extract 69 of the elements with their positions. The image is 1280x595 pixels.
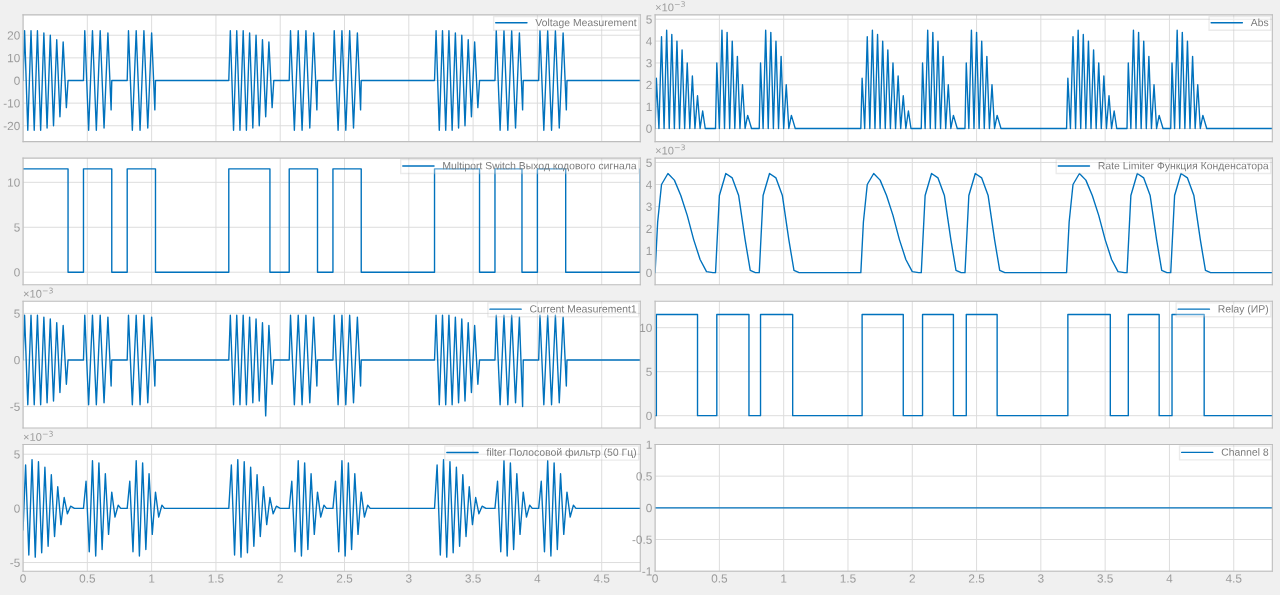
y-tick-label: -10 (3, 99, 20, 108)
legend-label: Channel 8 (1221, 448, 1269, 456)
y-tick-label: 10 (8, 53, 20, 63)
text: ×10$^{−3}$ (23, 287, 53, 298)
y-tick-label: 5 (646, 15, 652, 24)
line-series (655, 172, 1273, 274)
legend-label: Current Measurement1 (530, 305, 637, 313)
y-tick-label: 1 (646, 440, 652, 449)
y-tick-label: 2 (646, 80, 652, 90)
y-tick-label: 5 (646, 367, 652, 377)
x-tick-label: 2 (909, 574, 915, 583)
y-tick-label: 0 (646, 411, 652, 421)
x-tick-label: 3.5 (465, 574, 481, 583)
y-tick-label: 5 (14, 450, 20, 459)
y-tick-label: 0 (646, 124, 652, 133)
x-tick-label: 1.5 (208, 574, 224, 583)
x-tick-label: 0 (20, 574, 26, 583)
y-tick-label: 0 (14, 356, 20, 365)
y-tick-label: 3 (646, 58, 652, 68)
y-tick-label: 2 (646, 224, 652, 233)
y-tick-label: 3 (646, 202, 652, 211)
y-tick-label: 0 (14, 76, 20, 85)
text: ×10$^{−3}$ (655, 1, 685, 12)
x-tick-label: 1 (781, 574, 787, 583)
y-tick-label: -20 (3, 121, 20, 131)
x-tick-label: 0.5 (711, 574, 728, 583)
y-tick-label: 4 (646, 180, 652, 189)
legend-label: Relay (ИР) (1218, 304, 1269, 315)
y-tick-label: 10 (640, 323, 652, 333)
y-tick-label: 4 (646, 37, 652, 46)
x-tick-label: 2.5 (968, 574, 985, 583)
x-tick-label: 4 (534, 574, 541, 583)
y-tick-label: 0.5 (636, 472, 652, 481)
line-series (23, 314, 641, 417)
line-series (23, 30, 641, 131)
y-tick-label: 0 (14, 504, 20, 513)
y-tick-label: -0.5 (632, 535, 652, 544)
x-tick-label: 3 (1038, 574, 1044, 583)
y-tick-label: 5 (14, 223, 20, 232)
legend-label: Rate Limiter Функция Конденсатора (1098, 161, 1269, 172)
x-tick-label: 2.5 (336, 574, 353, 583)
y-tick-label: -5 (10, 402, 20, 411)
x-tick-label: 1 (149, 574, 155, 583)
y-tick-label: 5 (14, 309, 20, 318)
text: ×10$^{−3}$ (23, 430, 53, 441)
x-tick-label: 1.5 (840, 574, 856, 583)
y-tick-label: 20 (7, 31, 20, 40)
y-tick-label: 5 (646, 158, 652, 167)
x-tick-label: 4 (1166, 574, 1173, 583)
y-tick-label: 10 (8, 178, 20, 187)
legend-label: Abs (1250, 18, 1269, 27)
x-tick-label: 0.5 (79, 574, 96, 583)
y-tick-label: -1 (642, 567, 652, 576)
x-tick-label: 0 (652, 574, 658, 583)
x-tick-label: 3 (405, 574, 412, 583)
y-tick-label: 1 (646, 246, 652, 255)
y-tick-label: 0 (646, 268, 652, 278)
y-tick-label: 1 (646, 102, 652, 111)
x-tick-label: 2 (277, 574, 283, 583)
y-tick-label: 0 (14, 268, 20, 277)
legend-label: Voltage Measurement (535, 18, 637, 29)
x-tick-label: 3.5 (1097, 574, 1113, 583)
y-tick-label: 0 (646, 503, 652, 513)
x-tick-label: 4.5 (1225, 574, 1242, 583)
x-tick-label: 4.5 (593, 574, 610, 583)
legend-label: filter Полосовой фильтр (50 Гц) (486, 448, 636, 459)
y-tick-label: -5 (10, 558, 20, 567)
text: ×10$^{−3}$ (655, 144, 685, 155)
line-series (655, 29, 1273, 130)
